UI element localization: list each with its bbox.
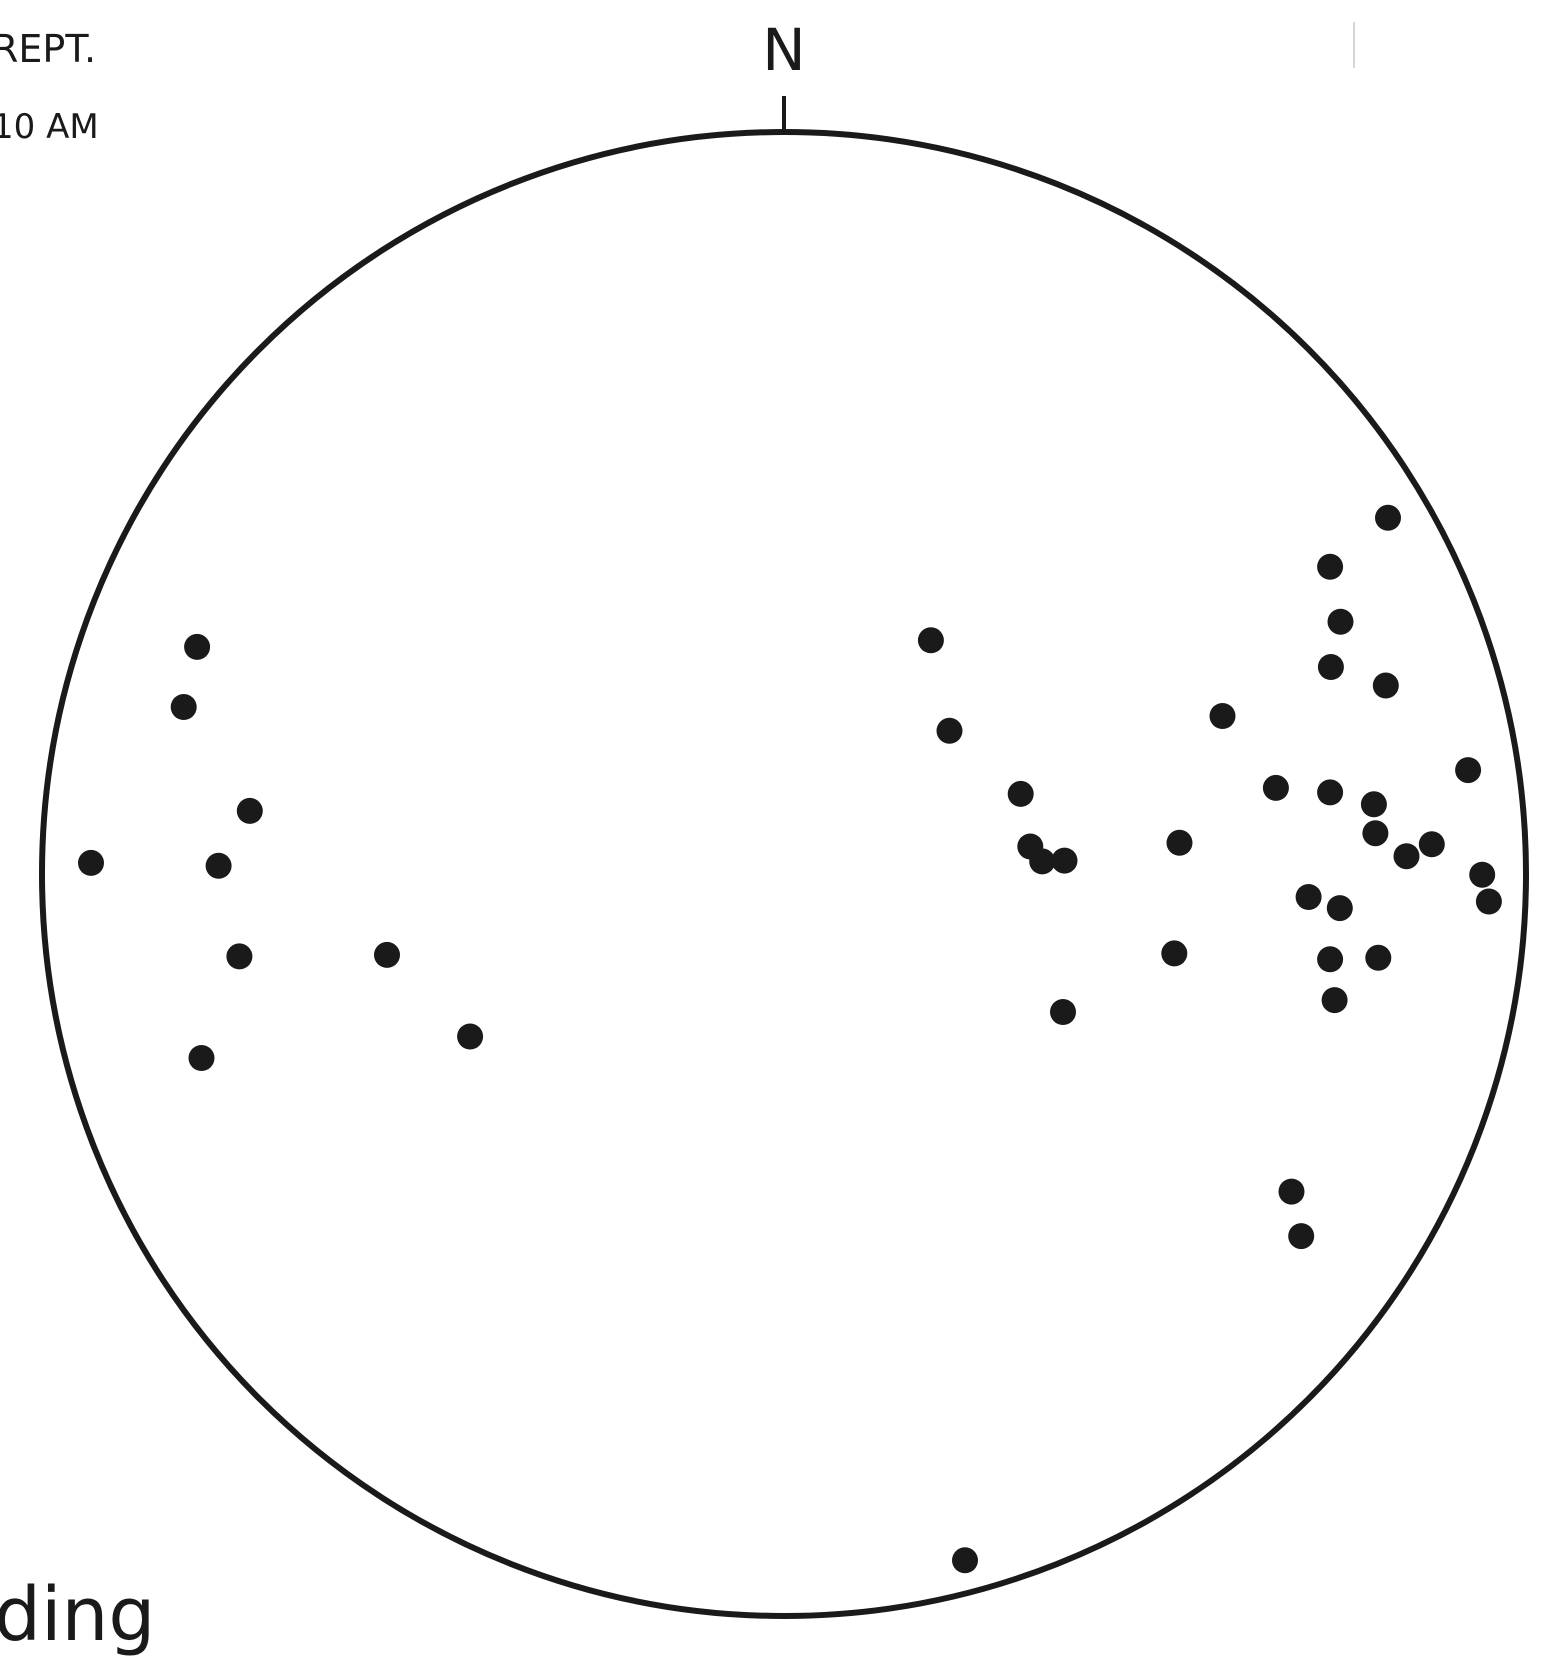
data-point-17 <box>1166 829 1193 856</box>
data-point-27 <box>1360 791 1387 818</box>
data-point-14 <box>1029 848 1056 875</box>
data-point-3 <box>184 633 211 660</box>
data-point-32 <box>1469 861 1496 888</box>
data-point-4 <box>170 694 197 720</box>
data-point-22 <box>1375 504 1401 531</box>
data-point-1 <box>917 627 944 654</box>
data-point-35 <box>1326 895 1353 922</box>
data-point-38 <box>1321 987 1348 1014</box>
data-point-6 <box>78 849 104 876</box>
data-point-34 <box>1295 884 1322 910</box>
data-point-19 <box>1209 703 1236 729</box>
data-point-16 <box>1050 999 1076 1025</box>
data-point-41 <box>952 1547 978 1574</box>
data-point-7 <box>205 852 232 879</box>
data-point-29 <box>1393 843 1420 870</box>
data-point-18 <box>1161 940 1188 967</box>
data-point-21 <box>1317 553 1344 580</box>
data-point-40 <box>1288 1223 1315 1250</box>
data-point-24 <box>1317 654 1344 680</box>
data-point-28 <box>1362 820 1389 847</box>
data-point-36 <box>1317 946 1344 973</box>
data-point-5 <box>236 797 263 824</box>
data-point-2 <box>936 717 963 744</box>
data-point-30 <box>1418 831 1445 858</box>
data-point-15 <box>1051 847 1078 874</box>
data-point-23 <box>1327 608 1354 635</box>
header-line-1: REPT. <box>0 27 96 71</box>
data-point-25 <box>1372 672 1399 699</box>
north-label: N <box>762 16 805 84</box>
data-point-37 <box>1365 944 1392 971</box>
data-point-12 <box>1007 780 1034 807</box>
header-line-2: 10 AM <box>0 107 99 147</box>
data-point-39 <box>1278 1178 1305 1205</box>
primitive-circle <box>39 129 1529 1619</box>
data-point-10 <box>188 1045 215 1071</box>
data-point-20 <box>1262 774 1289 801</box>
data-point-33 <box>1475 888 1502 915</box>
data-point-11 <box>457 1023 484 1050</box>
data-point-26 <box>1317 779 1344 806</box>
data-point-8 <box>226 943 253 970</box>
footer-label: ding <box>0 1572 155 1658</box>
data-points-layer <box>78 504 1502 1574</box>
data-point-31 <box>1455 757 1482 784</box>
data-point-9 <box>374 941 400 968</box>
